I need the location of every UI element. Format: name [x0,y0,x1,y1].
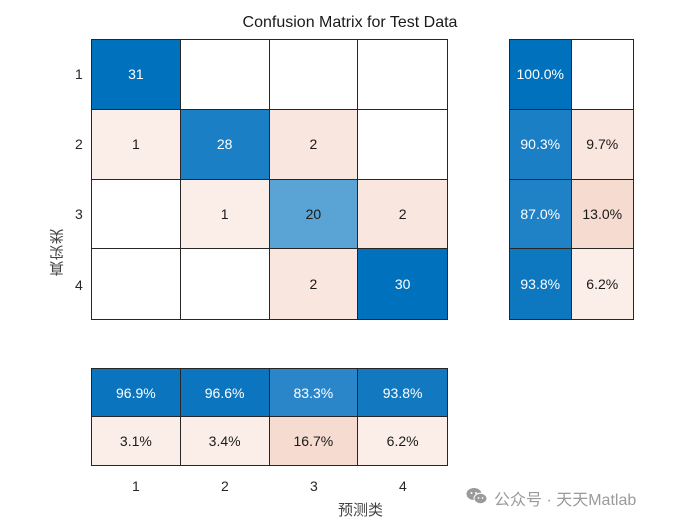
matrix-cell [92,179,181,250]
row-incorrect-cell: 13.0% [571,179,633,250]
matrix-cell [358,40,447,110]
col-incorrect-cell: 16.7% [269,417,359,465]
matrix-cell: 30 [358,249,447,319]
confusion-matrix: 31 1 28 2 1 20 2 2 30 [91,39,448,320]
x-tick-2: 2 [221,478,229,494]
col-correct-cell: 96.6% [180,369,270,417]
col-correct-cell: 96.9% [92,369,181,417]
y-tick-3: 3 [75,206,83,222]
matrix-cell: 20 [269,179,359,250]
column-summary: 96.9% 96.6% 83.3% 93.8% 3.1% 3.4% 16.7% 6.2% [91,368,448,466]
y-axis-label: 真实类 [48,228,66,276]
matrix-cell [358,109,447,180]
matrix-cell: 2 [269,109,359,180]
watermark-text: 公众号 · 天天Matlab [494,492,637,509]
matrix-cell [92,249,181,319]
row-summary: 100.0% 90.3% 9.7% 87.0% 13.0% 93.8% 6.2% [509,39,634,320]
matrix-cell: 1 [92,109,181,180]
x-tick-4: 4 [399,478,407,494]
row-incorrect-cell: 9.7% [571,109,633,180]
watermark: 公众号 · 天天Matlab [466,486,636,510]
matrix-cell: 2 [269,249,359,319]
y-tick-4: 4 [75,277,83,293]
matrix-cell [269,40,359,110]
col-correct-cell: 93.8% [358,369,447,417]
matrix-cell: 1 [180,179,270,250]
matrix-cell: 31 [92,40,181,110]
row-incorrect-cell: 6.2% [571,249,633,319]
col-correct-cell: 83.3% [269,369,359,417]
matrix-cell: 28 [180,109,270,180]
row-correct-cell: 87.0% [510,179,572,250]
x-tick-1: 1 [132,478,140,494]
wechat-icon [466,487,488,510]
y-tick-1: 1 [75,66,83,82]
matrix-cell [180,40,270,110]
col-incorrect-cell: 3.1% [92,417,181,465]
x-axis-label: 预测类 [338,501,384,519]
col-incorrect-cell: 3.4% [180,417,270,465]
matrix-cell [180,249,270,319]
col-incorrect-cell: 6.2% [358,417,447,465]
row-incorrect-cell [571,40,633,110]
chart-title: Confusion Matrix for Test Data [242,14,458,31]
row-correct-cell: 93.8% [510,249,572,319]
y-tick-2: 2 [75,136,83,152]
row-correct-cell: 100.0% [510,40,572,110]
matrix-cell: 2 [358,179,447,250]
x-tick-3: 3 [310,478,318,494]
row-correct-cell: 90.3% [510,109,572,180]
